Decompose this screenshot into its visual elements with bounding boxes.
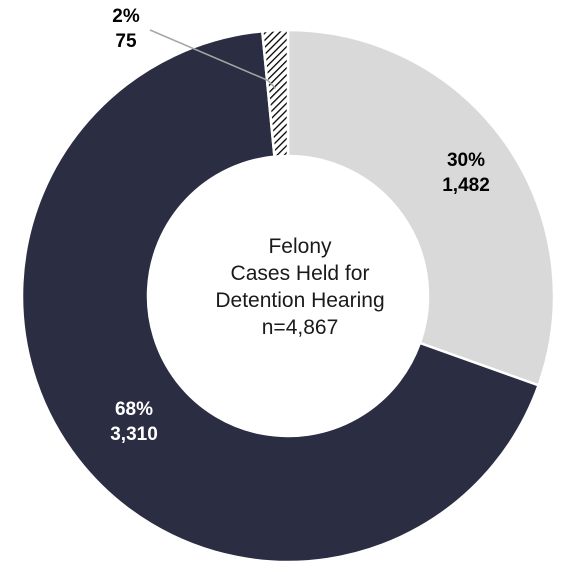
center-label-line-1: Felony (268, 235, 332, 258)
slice-1482-percent-label: 30% (447, 150, 485, 171)
donut-slice-3310 (20, 29, 541, 564)
donut-slice-1482 (286, 28, 556, 387)
slice-1482-count-label: 1,482 (442, 175, 490, 196)
leader-layer (149, 29, 277, 89)
slice-3310-percent-label: 68% (115, 399, 153, 420)
center-label-line-2: Cases Held for (231, 262, 370, 285)
slice-3310-count-label: 3,310 (110, 424, 158, 445)
slice-75-percent-label: 2% (112, 6, 140, 27)
donut-slice-75 (260, 28, 290, 159)
slice-75-count-label: 75 (115, 31, 137, 52)
center-label-line-4: n=4,867 (262, 316, 339, 339)
center-label-line-3: Detention Hearing (215, 289, 384, 312)
leader-line (149, 29, 277, 89)
slices-layer (20, 28, 556, 564)
